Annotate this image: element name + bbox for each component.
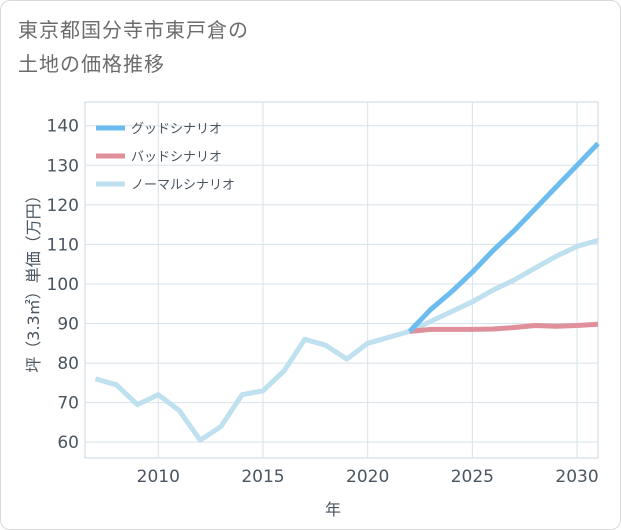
x-tick-label: 2025 (451, 467, 494, 487)
x-tick-label: 2010 (137, 467, 180, 487)
y-tick-label: 110 (47, 235, 79, 255)
chart-title-line2: 土地の価格推移 (18, 52, 165, 76)
legend-item-normal: ノーマルシナリオ (96, 178, 235, 193)
series-lines (94, 141, 600, 443)
series-line-good (407, 141, 600, 334)
y-tick-label: 130 (47, 156, 79, 176)
series-line-normal (94, 237, 599, 443)
chart-title: 東京都国分寺市東戸倉の 土地の価格推移 (18, 13, 249, 81)
legend-item-bad: バッドシナリオ (96, 150, 222, 165)
legend-label: バッドシナリオ (131, 150, 222, 165)
y-tick-label: 140 (47, 117, 79, 137)
y-tick-label: 90 (57, 315, 79, 335)
legend-label: グッドシナリオ (131, 122, 222, 137)
legend-item-good: グッドシナリオ (96, 122, 222, 137)
series-line-bad (409, 321, 599, 334)
y-tick-labels: 60 70 80 90 100 110 120 130 140 (47, 117, 79, 453)
x-tick-label: 2030 (555, 467, 598, 487)
x-tick-labels: 2010 2015 2020 2025 2030 (137, 467, 599, 487)
chart-title-line1: 東京都国分寺市東戸倉の (18, 18, 249, 42)
y-tick-label: 70 (57, 394, 79, 414)
x-tick-label: 2015 (241, 467, 284, 487)
y-tick-label: 120 (47, 196, 79, 216)
x-tick-label: 2020 (346, 467, 389, 487)
y-tick-label: 80 (57, 354, 79, 374)
x-axis-title: 年 (325, 500, 341, 519)
y-tick-label: 60 (57, 433, 79, 453)
legend-label: ノーマルシナリオ (131, 178, 235, 193)
grid-lines (85, 102, 598, 458)
y-tick-label: 100 (47, 275, 79, 295)
y-axis-title: 坪（3.3㎡）単価（万円） (24, 187, 43, 372)
